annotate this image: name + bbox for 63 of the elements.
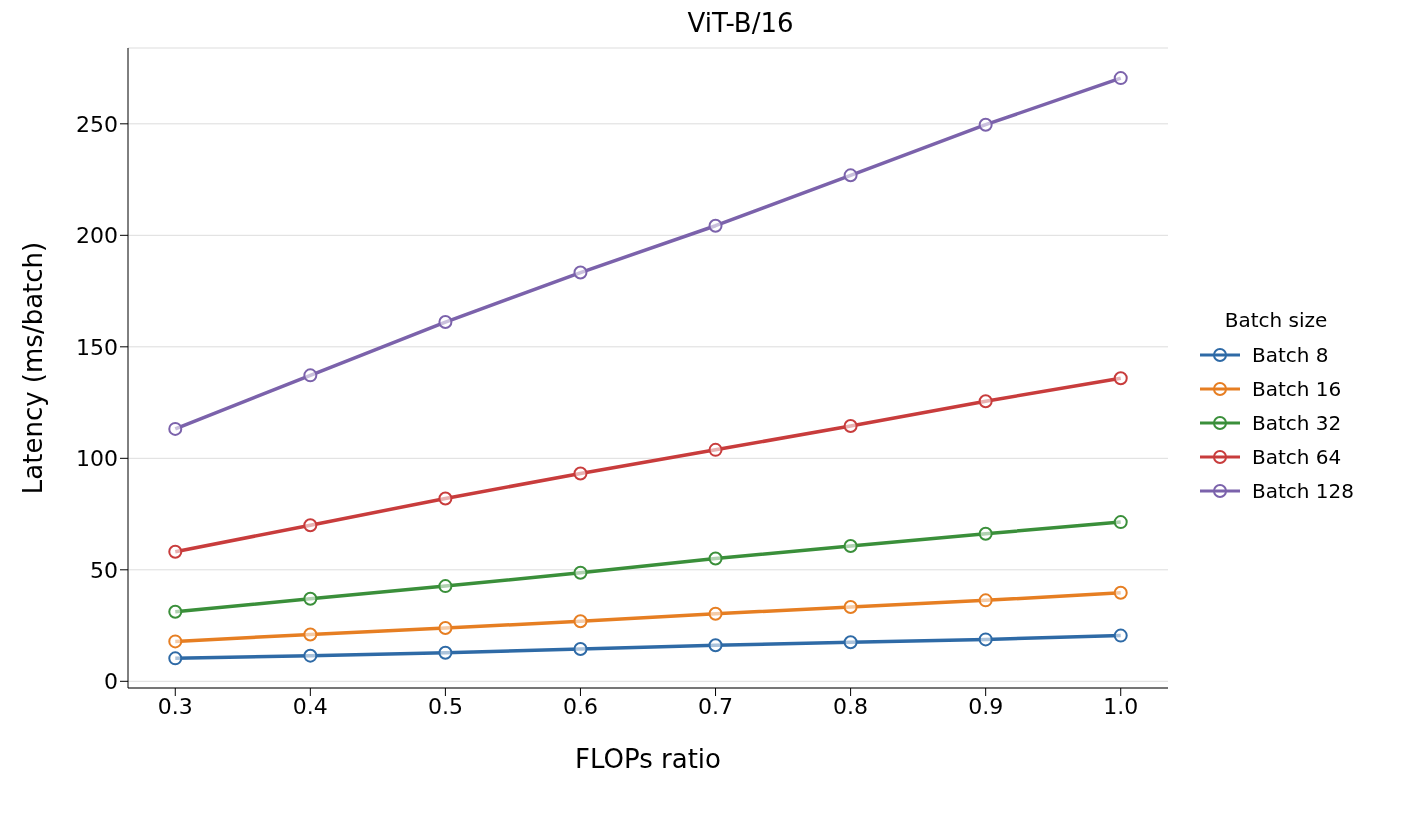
point	[573, 641, 588, 656]
y-axis-title: Latency (ms/batch)	[18, 241, 49, 495]
point	[573, 466, 588, 481]
y-tick-label: 50	[90, 557, 118, 583]
point	[168, 544, 183, 559]
point	[573, 565, 588, 580]
x-tick-label: 0.4	[292, 693, 328, 719]
x-tick-label: 0.5	[427, 693, 463, 719]
point	[438, 645, 453, 660]
x-tick-label: 0.6	[562, 693, 598, 719]
point	[708, 551, 723, 566]
x-tick-label: 0.3	[157, 693, 193, 719]
x-tick-label: 0.7	[698, 693, 734, 719]
y-tick-label: 150	[76, 334, 118, 360]
point	[438, 621, 453, 636]
y-tick-label: 0	[104, 669, 118, 695]
chart-title: ViT-B/16	[686, 8, 795, 38]
point	[843, 168, 858, 183]
point	[438, 315, 453, 330]
legend-label: Batch 64	[1252, 445, 1342, 469]
legend-title: Batch size	[1223, 308, 1329, 332]
point	[168, 604, 183, 619]
point	[303, 591, 318, 606]
point	[708, 442, 723, 457]
point	[438, 579, 453, 594]
x-tick-label: 1.0	[1103, 693, 1139, 719]
point	[708, 638, 723, 653]
point	[1113, 628, 1128, 643]
y-tick-label: 200	[76, 223, 118, 249]
x-axis-title: FLOPs ratio	[575, 744, 721, 774]
x-tick-label: 0.8	[833, 693, 869, 719]
point	[708, 218, 723, 233]
point	[843, 538, 858, 553]
point	[573, 614, 588, 629]
point	[303, 518, 318, 533]
y-tick-label: 100	[76, 446, 118, 472]
point	[708, 606, 723, 621]
point	[168, 421, 183, 436]
point	[843, 600, 858, 615]
point	[1113, 71, 1128, 86]
point	[978, 117, 993, 132]
point	[303, 368, 318, 383]
point	[168, 634, 183, 649]
point	[978, 632, 993, 647]
point	[843, 635, 858, 650]
x-tick-label: 0.9	[968, 693, 1004, 719]
point	[303, 627, 318, 642]
point	[1113, 585, 1128, 600]
point	[1113, 371, 1128, 386]
point	[303, 648, 318, 663]
point	[573, 265, 588, 280]
legend-label: Batch 16	[1252, 377, 1342, 401]
point	[843, 418, 858, 433]
point	[978, 526, 993, 541]
point	[978, 394, 993, 409]
point	[438, 491, 453, 506]
point	[978, 593, 993, 608]
legend-label: Batch 128	[1252, 479, 1355, 503]
point	[168, 651, 183, 666]
y-tick-label: 250	[76, 111, 118, 137]
legend-label: Batch 32	[1252, 411, 1342, 435]
legend-label: Batch 8	[1252, 343, 1329, 367]
point	[1113, 515, 1128, 530]
